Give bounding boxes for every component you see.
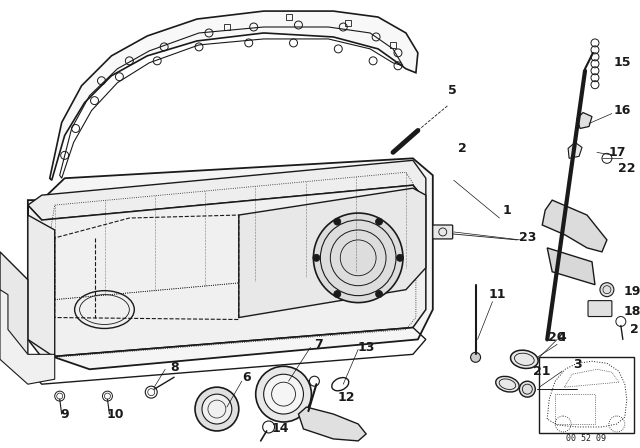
Circle shape bbox=[195, 387, 239, 431]
Bar bbox=[555, 394, 595, 424]
Text: 11: 11 bbox=[489, 288, 506, 301]
Bar bbox=[345, 20, 351, 26]
Polygon shape bbox=[568, 142, 582, 158]
Circle shape bbox=[264, 374, 303, 414]
Polygon shape bbox=[28, 160, 426, 220]
Circle shape bbox=[519, 381, 535, 397]
Text: 00 52 09: 00 52 09 bbox=[566, 435, 606, 444]
Polygon shape bbox=[0, 290, 55, 384]
FancyBboxPatch shape bbox=[588, 301, 612, 317]
Circle shape bbox=[256, 366, 312, 422]
Text: 3: 3 bbox=[573, 358, 581, 371]
Polygon shape bbox=[28, 205, 55, 358]
Text: 17: 17 bbox=[608, 146, 626, 159]
Text: 15: 15 bbox=[613, 56, 630, 69]
Circle shape bbox=[376, 291, 383, 297]
Text: 20: 20 bbox=[548, 331, 566, 344]
Circle shape bbox=[600, 283, 614, 297]
Polygon shape bbox=[239, 188, 426, 318]
Text: 8: 8 bbox=[170, 361, 179, 374]
FancyBboxPatch shape bbox=[433, 225, 452, 239]
Polygon shape bbox=[50, 11, 418, 180]
Bar bbox=[285, 14, 291, 20]
Text: 6: 6 bbox=[243, 371, 251, 384]
Ellipse shape bbox=[496, 376, 519, 392]
Text: 14: 14 bbox=[272, 422, 289, 435]
Bar bbox=[390, 42, 396, 48]
Ellipse shape bbox=[511, 350, 538, 368]
Text: 18: 18 bbox=[623, 305, 640, 318]
Text: 5: 5 bbox=[449, 84, 457, 97]
Text: 21: 21 bbox=[534, 365, 551, 378]
Polygon shape bbox=[298, 407, 366, 441]
Circle shape bbox=[397, 254, 403, 261]
Text: 4: 4 bbox=[558, 331, 566, 344]
Text: 7: 7 bbox=[314, 338, 323, 351]
Text: 19: 19 bbox=[623, 285, 640, 298]
Polygon shape bbox=[28, 185, 426, 358]
Circle shape bbox=[520, 352, 534, 366]
Polygon shape bbox=[542, 200, 607, 252]
Polygon shape bbox=[547, 248, 595, 284]
Polygon shape bbox=[0, 252, 28, 358]
Circle shape bbox=[376, 218, 383, 225]
Bar bbox=[540, 358, 634, 433]
Circle shape bbox=[202, 394, 232, 424]
Polygon shape bbox=[28, 158, 433, 369]
Circle shape bbox=[334, 218, 340, 225]
Text: 16: 16 bbox=[613, 104, 630, 117]
Text: 12: 12 bbox=[337, 391, 355, 404]
Polygon shape bbox=[577, 112, 592, 129]
Circle shape bbox=[313, 254, 320, 261]
Bar bbox=[224, 24, 230, 30]
Text: 2: 2 bbox=[458, 142, 467, 155]
Text: 10: 10 bbox=[107, 408, 124, 421]
Text: 23: 23 bbox=[518, 232, 536, 245]
Text: 2: 2 bbox=[630, 323, 639, 336]
Circle shape bbox=[334, 291, 340, 297]
Text: 22: 22 bbox=[618, 162, 636, 175]
Circle shape bbox=[470, 352, 481, 362]
Circle shape bbox=[314, 213, 403, 302]
Text: 1: 1 bbox=[503, 203, 512, 216]
Text: 13: 13 bbox=[358, 341, 375, 354]
Text: 9: 9 bbox=[60, 408, 69, 421]
